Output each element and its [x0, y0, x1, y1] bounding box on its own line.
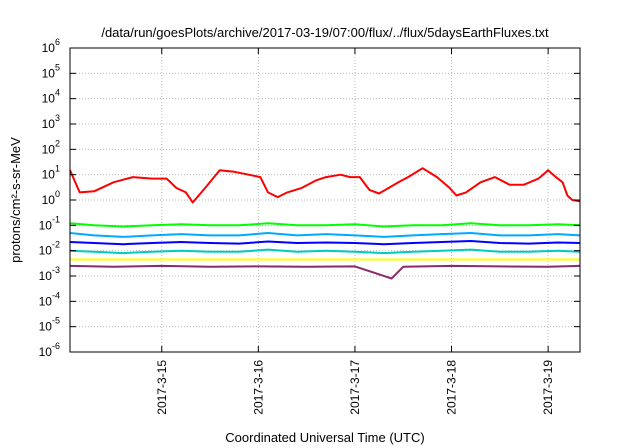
series-line [69, 167, 581, 204]
x-tick-label: 2017-3-16 [251, 360, 265, 415]
y-tick-label: 10-4 [39, 290, 60, 308]
y-tick-label: 101 [42, 164, 60, 182]
y-axis-ticks: 10-6 10-5 10-4 10-3 10-2 10-1 100 101 102 103 104 1… [39, 37, 580, 359]
y-tick-label: 105 [42, 62, 60, 80]
y-tick-label: 10-1 [39, 214, 60, 232]
x-tick-label: 2017-3-18 [445, 360, 459, 415]
x-axis-ticks: 2017-3-15 2017-3-16 2017-3-17 2017-3-18 2017… [155, 48, 555, 415]
x-tick-label: 2017-3-19 [541, 360, 555, 415]
series-group [69, 167, 581, 280]
x-tick-label: 2017-3-17 [348, 360, 362, 415]
y-tick-label: 10-3 [39, 265, 60, 283]
series-line [69, 264, 581, 280]
chart-title: /data/run/goesPlots/archive/2017-03-19/0… [101, 25, 549, 40]
x-axis-label: Coordinated Universal Time (UTC) [225, 430, 424, 445]
series-line [69, 240, 581, 246]
y-tick-label: 103 [42, 113, 60, 131]
y-tick-label: 100 [42, 189, 60, 207]
y-tick-label: 106 [42, 37, 60, 55]
x-tick-label: 2017-3-15 [155, 360, 169, 415]
grid [70, 48, 580, 352]
y-axis-label: protons/cm²-s-sr-MeV [8, 137, 23, 263]
y-tick-label: 104 [42, 88, 60, 106]
y-tick-label: 102 [42, 138, 60, 156]
series-line [69, 222, 581, 228]
y-tick-label: 10-2 [39, 240, 60, 258]
y-tick-label: 10-5 [39, 316, 60, 334]
series-line [69, 248, 581, 255]
series-line [69, 232, 581, 238]
y-tick-label: 10-6 [39, 341, 60, 359]
